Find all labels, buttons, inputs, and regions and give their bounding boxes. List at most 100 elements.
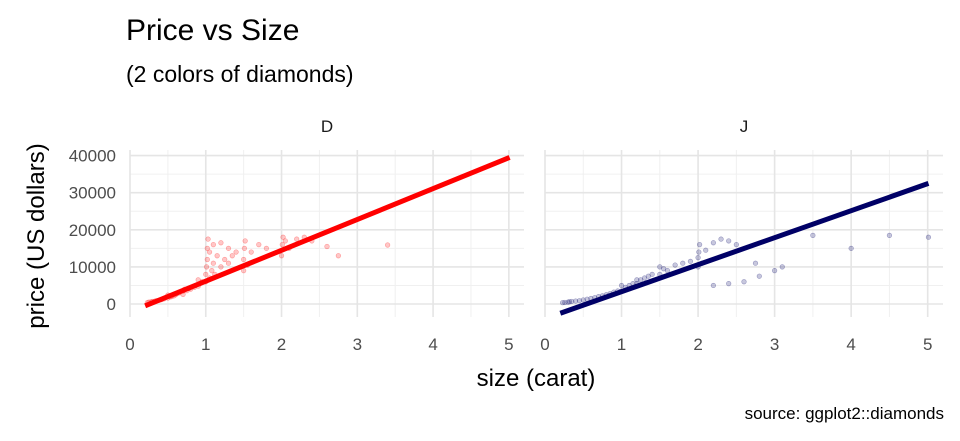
x-tick-label: 0: [125, 335, 134, 354]
data-point: [256, 242, 262, 248]
data-point: [710, 240, 716, 246]
data-point: [324, 243, 330, 250]
data-point: [657, 264, 663, 270]
chart-subtitle: (2 colors of diamonds): [126, 61, 354, 87]
data-point: [848, 245, 854, 251]
data-point: [210, 242, 216, 248]
gridlines: [544, 150, 943, 317]
data-point: [241, 256, 247, 263]
data-point: [733, 242, 739, 248]
data-point: [638, 277, 644, 283]
data-point: [664, 268, 671, 274]
data-point: [248, 249, 254, 255]
x-tick-label: 1: [617, 335, 626, 354]
data-point: [618, 282, 625, 289]
data-point: [233, 249, 239, 255]
data-point: [703, 247, 709, 253]
data-point: [810, 232, 816, 238]
data-point: [225, 260, 232, 266]
data-point: [218, 240, 224, 246]
x-tick-label: 3: [353, 335, 362, 354]
y-tick-labels: 0 10000 20000 30000 40000: [69, 147, 116, 314]
data-point: [925, 234, 932, 240]
data-point: [697, 242, 703, 248]
data-point: [779, 264, 785, 270]
x-tick-label: 4: [428, 335, 437, 354]
data-point: [687, 258, 694, 264]
facet-strip-label: J: [740, 117, 749, 136]
data-point: [672, 262, 678, 268]
data-point: [203, 264, 210, 270]
y-tick-label: 0: [107, 295, 116, 314]
chart-title: Price vs Size: [126, 14, 299, 47]
data-point: [560, 300, 566, 306]
fit-line: [559, 181, 930, 316]
data-point: [242, 238, 248, 244]
data-point: [576, 298, 583, 304]
data-point: [204, 245, 210, 251]
regression-line: [144, 155, 511, 309]
data-point: [282, 238, 288, 244]
x-tick-label: 0: [540, 335, 549, 354]
data-point: [726, 238, 732, 244]
data-point: [229, 253, 235, 259]
data-point: [222, 256, 228, 263]
panel-background: [545, 150, 943, 317]
x-tick-labels: 0 1 2 3 4 5: [125, 335, 513, 354]
regression-line: [559, 181, 930, 316]
data-point: [718, 236, 724, 242]
gridlines: [129, 150, 524, 317]
data-point: [562, 299, 568, 306]
data-point: [335, 253, 341, 259]
data-point: [206, 249, 213, 255]
data-point: [695, 255, 701, 261]
data-point: [205, 236, 211, 242]
data-point: [385, 242, 391, 248]
data-point: [565, 299, 571, 305]
points: [560, 232, 932, 306]
data-point: [649, 271, 655, 277]
data-point: [279, 242, 285, 248]
data-point: [580, 297, 586, 303]
x-tick-label: 4: [846, 335, 855, 354]
data-point: [569, 298, 575, 305]
data-point: [886, 232, 893, 238]
data-point: [204, 256, 210, 263]
data-point: [241, 245, 248, 251]
data-point: [696, 249, 702, 255]
data-point: [726, 281, 732, 287]
data-point: [645, 273, 651, 279]
x-tick-label: 5: [504, 335, 513, 354]
x-axis-title: size (carat): [477, 365, 596, 392]
x-tick-label: 2: [277, 335, 286, 354]
x-tick-labels: 0 1 2 3 4 5: [540, 335, 932, 354]
data-point: [225, 245, 232, 251]
data-point: [661, 266, 667, 272]
y-tick-label: 10000: [69, 258, 116, 277]
fit-line: [144, 155, 511, 309]
data-point: [280, 234, 286, 240]
data-point: [641, 275, 648, 281]
x-tick-label: 5: [923, 335, 932, 354]
y-tick-label: 30000: [69, 184, 116, 203]
data-point: [263, 245, 269, 251]
y-tick-label: 20000: [69, 221, 116, 240]
facet-strip-label: D: [321, 117, 333, 136]
data-point: [710, 282, 716, 289]
data-point: [680, 260, 686, 266]
data-point: [566, 299, 573, 305]
chart-caption: source: ggplot2::diamonds: [745, 404, 944, 423]
data-point: [752, 260, 759, 266]
x-tick-label: 1: [201, 335, 210, 354]
data-point: [278, 253, 285, 259]
data-point: [218, 264, 224, 270]
data-point: [772, 268, 778, 274]
x-tick-label: 2: [693, 335, 702, 354]
panel-j: 0 1 2 3 4 5 J: [540, 117, 943, 354]
data-point: [209, 268, 215, 274]
data-point: [294, 236, 300, 242]
x-tick-label: 3: [770, 335, 779, 354]
data-point: [634, 277, 640, 283]
data-point: [214, 253, 220, 259]
